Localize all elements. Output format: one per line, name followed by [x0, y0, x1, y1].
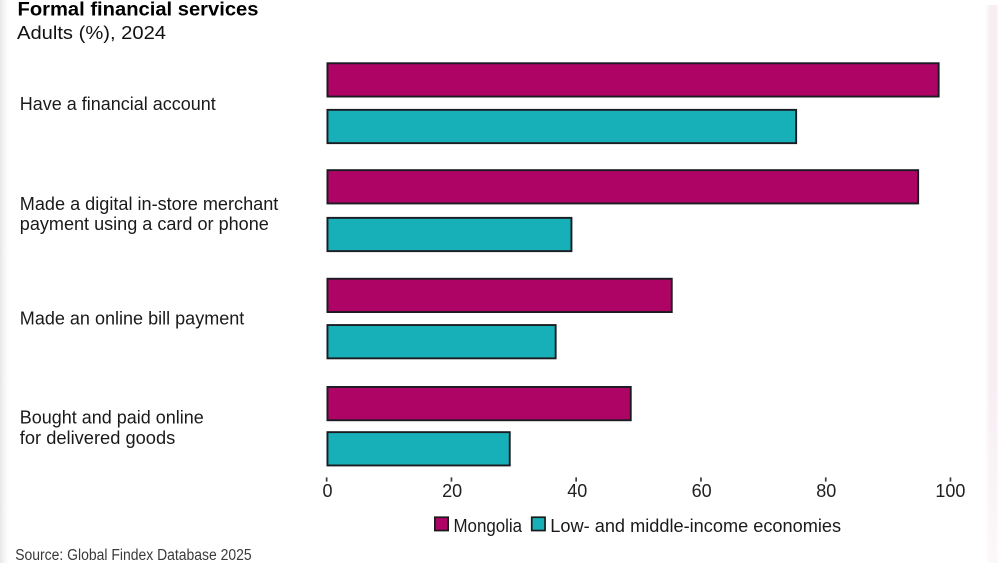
- svg-text:Made a digital in-store mercha: Made a digital in-store merchant: [20, 194, 279, 214]
- svg-text:Have a financial account: Have a financial account: [20, 94, 216, 114]
- svg-text:for delivered goods: for delivered goods: [20, 428, 176, 448]
- svg-text:payment using a card or phone: payment using a card or phone: [20, 214, 269, 234]
- svg-text:Source: Global Findex Database: Source: Global Findex Database 2025: [15, 547, 251, 563]
- svg-text:Bought and paid online: Bought and paid online: [20, 408, 204, 428]
- svg-text:Made an online bill payment: Made an online bill payment: [20, 308, 245, 328]
- svg-text:60: 60: [692, 481, 712, 501]
- svg-text:100: 100: [935, 481, 965, 501]
- svg-text:20: 20: [442, 481, 462, 501]
- svg-text:Low- and middle-income economi: Low- and middle-income economies: [550, 516, 841, 536]
- svg-text:Adults (%), 2024: Adults (%), 2024: [17, 23, 166, 43]
- svg-text:40: 40: [567, 481, 587, 501]
- svg-text:Mongolia: Mongolia: [454, 516, 523, 536]
- svg-text:0: 0: [322, 481, 332, 501]
- svg-text:80: 80: [816, 481, 836, 501]
- svg-text:Formal financial services: Formal financial services: [18, 0, 259, 21]
